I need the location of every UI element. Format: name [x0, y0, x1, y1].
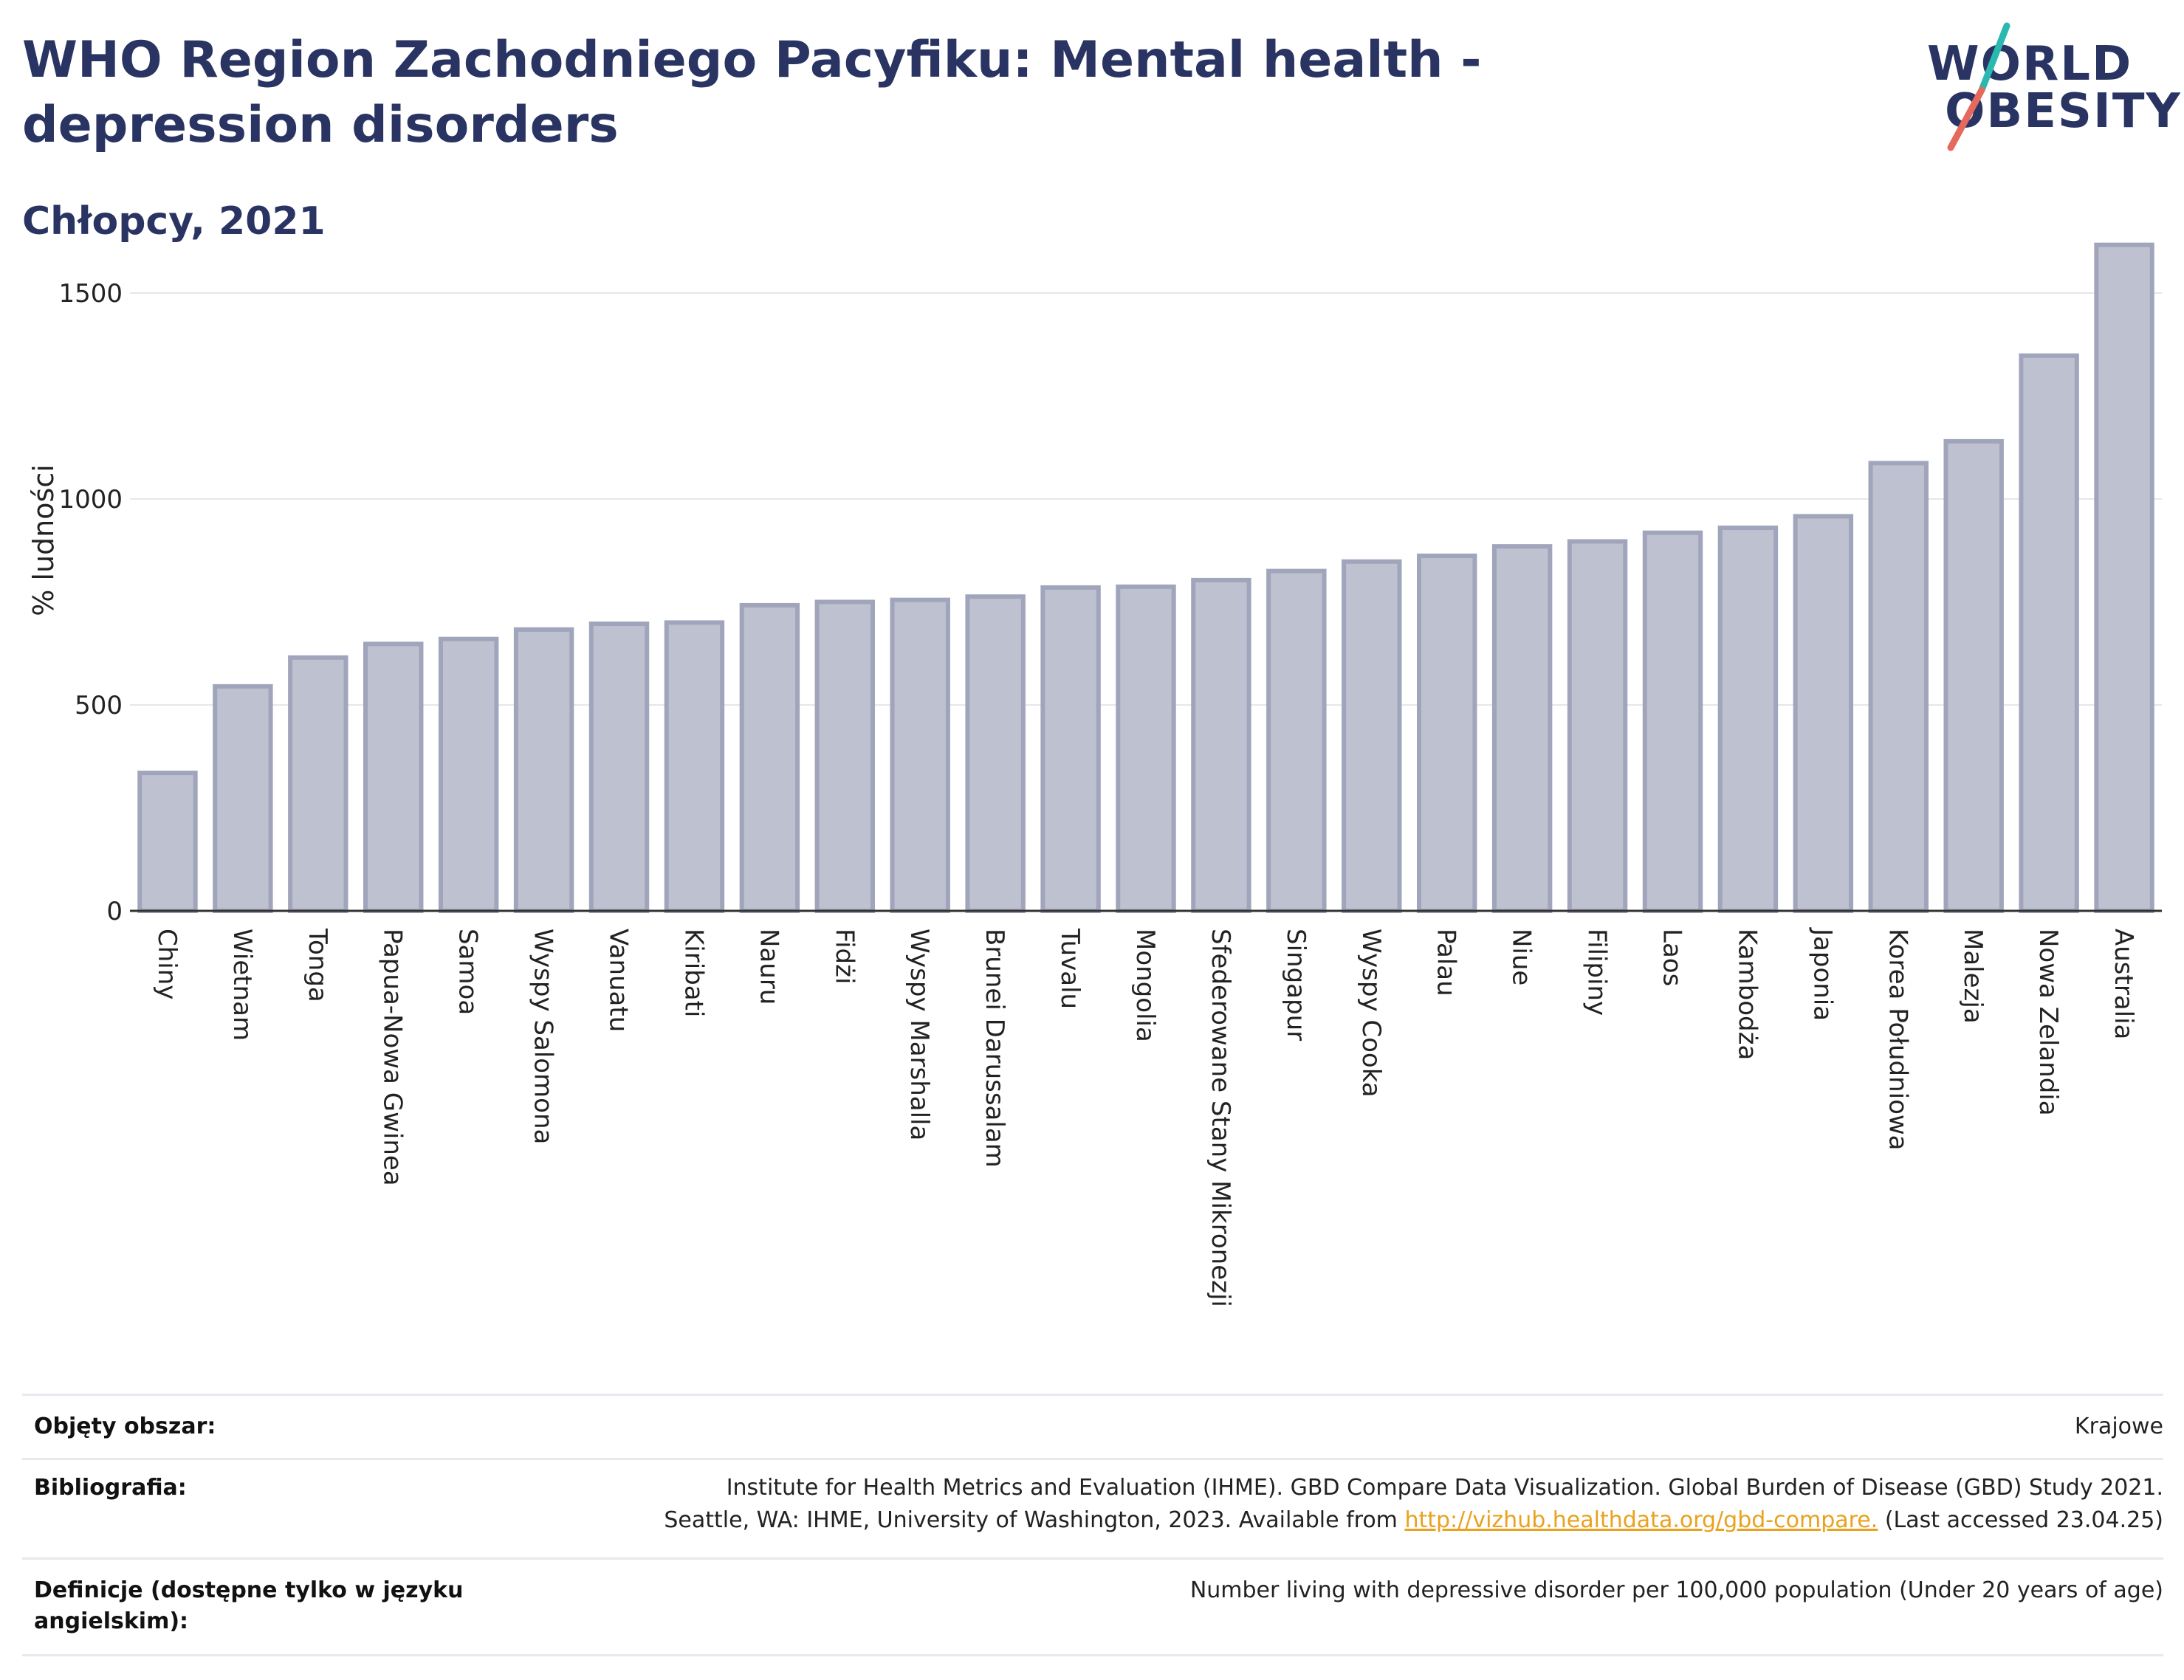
x-tick-label: Malezja	[1958, 929, 1988, 1024]
bar	[1717, 526, 1779, 913]
logo-slash-icon	[1947, 22, 2010, 151]
footer-row-coverage: Objęty obszar: Krajowe	[22, 1394, 2163, 1458]
x-tick-label: Papua-Nowa Gwinea	[378, 929, 408, 1186]
bar	[588, 622, 650, 913]
y-tick-label: 1000	[58, 485, 123, 514]
bibliography-line-2: Seattle, WA: IHME, University of Washing…	[664, 1504, 2163, 1537]
bars	[137, 242, 2154, 914]
x-tick-label: Wietnam	[227, 929, 257, 1041]
bar	[890, 597, 950, 913]
x-tick-label: Laos	[1657, 929, 1686, 986]
bar	[2094, 242, 2154, 913]
x-tick-label: Samoa	[453, 929, 483, 1015]
x-tick-label: Japonia	[1807, 927, 1837, 1021]
x-tick-label: Tuvalu	[1055, 928, 1085, 1009]
footer-table: Objęty obszar: Krajowe Bibliografia: Ins…	[22, 1394, 2163, 1656]
chart-subtitle: Chłopcy, 2021	[22, 199, 326, 244]
bar	[965, 594, 1026, 913]
x-tick-label: Filipiny	[1582, 929, 1612, 1016]
bar	[1491, 544, 1553, 913]
bar	[213, 684, 273, 913]
footer-row-bibliography: Bibliografia: Institute for Health Metri…	[22, 1458, 2163, 1557]
x-tick-label: Palau	[1432, 929, 1461, 996]
world-obesity-logo: WORLD OBESITY	[1927, 22, 2180, 162]
x-tick-label: Nauru	[754, 929, 783, 1005]
bar	[1642, 530, 1703, 913]
bibliography-line-2-suffix: (Last accessed 23.04.25)	[1878, 1507, 2163, 1533]
x-tick-label: Brunei Darussalam	[980, 929, 1009, 1168]
bar	[438, 636, 499, 913]
bar	[1342, 559, 1402, 913]
y-tick-label: 500	[75, 691, 123, 720]
footer-row-definitions: Definicje (dostępne tylko w języku angie…	[22, 1557, 2163, 1656]
bar	[1416, 553, 1477, 913]
logo-line-2: OBESITY	[1945, 84, 2182, 139]
definitions-value: Number living with depressive disorder p…	[1189, 1577, 2163, 1603]
bar-chart: 0 500 1000 1500 Chiny Wietnam Tonga Papua-Nowa…	[27, 242, 2162, 1307]
y-tick-labels: 0 500 1000 1500	[58, 279, 123, 926]
y-tick-label: 0	[106, 897, 123, 926]
bar	[1793, 514, 1854, 913]
bibliography-line-2-text: Seattle, WA: IHME, University of Washing…	[664, 1507, 1405, 1533]
bar	[363, 641, 424, 914]
x-tick-label: Wyspy Cooka	[1356, 929, 1386, 1098]
bar	[1266, 568, 1327, 913]
x-tick-label: Vanuatu	[604, 929, 633, 1032]
x-tick-label: Tonga	[303, 928, 332, 1002]
x-tick-label: Wyspy Salomona	[529, 929, 558, 1144]
coverage-value: Krajowe	[2074, 1414, 2163, 1439]
logo-line-1: WORLD	[1927, 37, 2133, 92]
bar	[814, 599, 876, 914]
x-tick-label: Wyspy Marshalla	[904, 929, 934, 1140]
bar	[2019, 353, 2079, 913]
bar	[137, 771, 198, 914]
x-tick-label: Niue	[1507, 929, 1536, 985]
y-tick-label: 1500	[58, 279, 123, 309]
bar	[288, 655, 348, 913]
x-tick-label: Mongolia	[1130, 929, 1160, 1042]
bar	[1868, 461, 1929, 913]
chart-title: WHO Region Zachodniego Pacyfiku: Mental …	[22, 31, 1482, 155]
coverage-label: Objęty obszar:	[34, 1414, 216, 1439]
bar	[1191, 577, 1251, 914]
definitions-label-line-2: angielskim):	[34, 1608, 189, 1634]
bibliography-link[interactable]: http://vizhub.healthdata.org/gbd-compare…	[1404, 1507, 1878, 1533]
bar	[1116, 584, 1176, 914]
x-tick-labels: Chiny Wietnam Tonga Papua-Nowa Gwinea Samoa W…	[152, 927, 2138, 1307]
x-tick-label: Australia	[2109, 929, 2138, 1039]
bar	[1567, 539, 1628, 913]
bibliography-label: Bibliografia:	[34, 1475, 187, 1501]
y-axis-label: % ludności	[27, 464, 60, 616]
bibliography-line-1: Institute for Health Metrics and Evaluat…	[726, 1475, 2163, 1501]
x-tick-label: Chiny	[152, 929, 182, 999]
bar	[513, 627, 574, 913]
x-tick-label: Singapur	[1281, 929, 1311, 1041]
x-tick-label: Kiribati	[679, 929, 708, 1017]
x-tick-label: Kambodża	[1732, 929, 1762, 1060]
x-tick-label: Sfederowane Stany Mikronezji	[1206, 929, 1235, 1307]
bar	[1943, 438, 2004, 913]
x-tick-label: Korea Południowa	[1883, 929, 1912, 1151]
x-tick-label: Fidżi	[829, 929, 859, 984]
definitions-label-line-1: Definicje (dostępne tylko w języku	[34, 1577, 464, 1603]
bar	[1040, 585, 1101, 913]
bar	[664, 620, 725, 913]
x-tick-label: Nowa Zelandia	[2033, 929, 2063, 1116]
bar	[739, 602, 800, 913]
